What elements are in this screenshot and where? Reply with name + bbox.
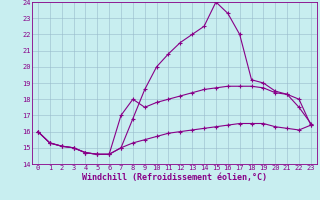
X-axis label: Windchill (Refroidissement éolien,°C): Windchill (Refroidissement éolien,°C) — [82, 173, 267, 182]
